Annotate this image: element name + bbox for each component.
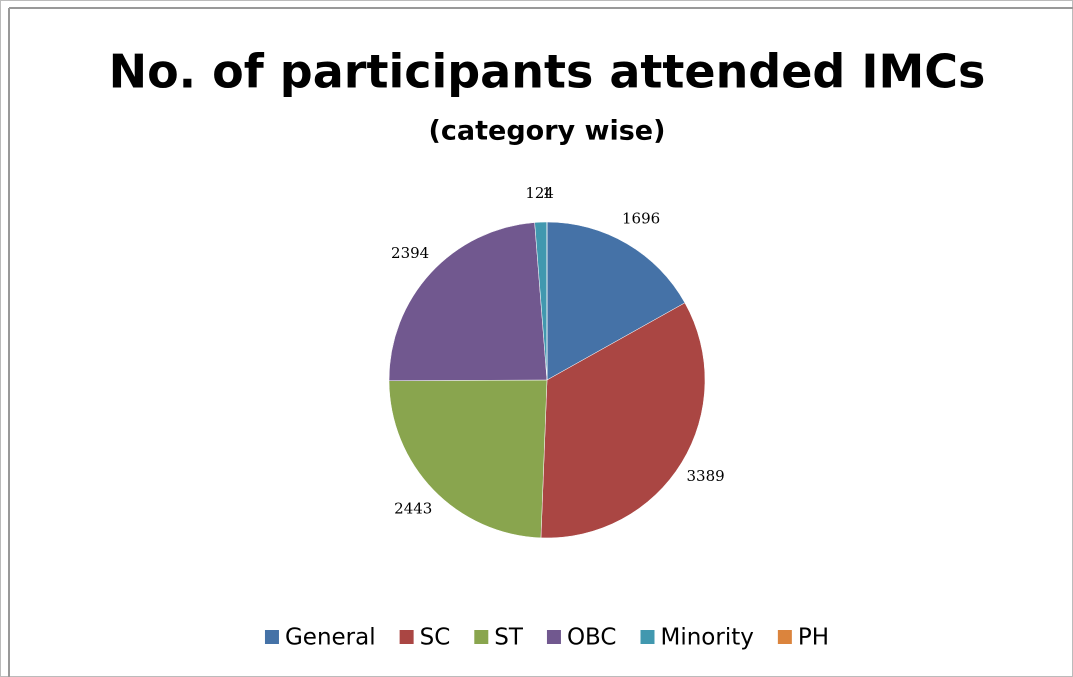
data-label: 3389 bbox=[687, 467, 725, 485]
legend-label: General bbox=[285, 625, 376, 651]
data-label: 1 bbox=[542, 184, 552, 202]
legend-label: SC bbox=[420, 625, 451, 651]
chart-subtitle: (category wise) bbox=[429, 116, 666, 147]
legend-label: PH bbox=[798, 625, 829, 651]
legend-label: Minority bbox=[661, 625, 754, 651]
data-label: 2394 bbox=[391, 244, 429, 262]
data-label: 124 bbox=[525, 184, 554, 202]
legend-swatch bbox=[546, 630, 561, 644]
pie-slice bbox=[388, 222, 548, 381]
legend-label: ST bbox=[494, 625, 524, 651]
data-label: 2443 bbox=[394, 499, 432, 517]
pie-slice bbox=[388, 379, 548, 539]
legend-swatch bbox=[399, 630, 414, 644]
legend-swatch bbox=[777, 630, 792, 644]
legend-swatch bbox=[640, 630, 655, 644]
pie-slice bbox=[546, 221, 686, 381]
chart-title: No. of participants attended IMCs bbox=[109, 45, 986, 99]
legend-label: OBC bbox=[567, 625, 617, 651]
pie-slice bbox=[540, 302, 706, 539]
legend-swatch bbox=[264, 630, 279, 644]
data-label: 1696 bbox=[622, 210, 660, 228]
legend-swatch bbox=[474, 630, 489, 644]
